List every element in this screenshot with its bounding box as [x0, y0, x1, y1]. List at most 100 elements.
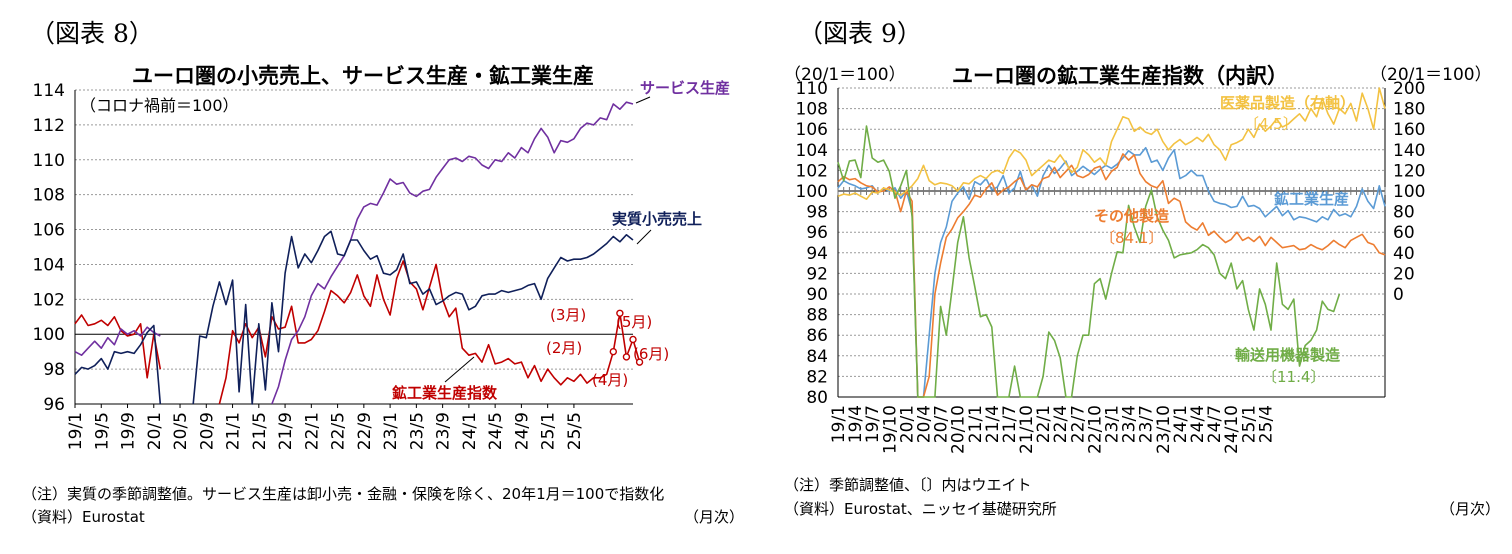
x-tick-label: 23/1 — [1103, 405, 1123, 443]
x-unit: （月次） — [684, 508, 745, 526]
y-tick-label: 104 — [796, 141, 828, 161]
y-tick-label: 102 — [33, 290, 65, 310]
x-tick-label: 20/5 — [171, 412, 191, 450]
x-tick-label: 23/9 — [434, 412, 454, 450]
weight-label: 〔11.4〕 — [1262, 368, 1325, 386]
weight-label: 〔4.5〕 — [1244, 115, 1298, 133]
footnote: （注）実質の季節調整値。サービス生産は卸小売・金融・保険を除く、20年1月＝10… — [22, 485, 665, 503]
series-label: 鉱工業生産指数 — [392, 384, 498, 402]
y-tick-label: 102 — [796, 161, 828, 181]
x-tick-label: 22/1 — [302, 412, 322, 450]
y-tick-label: 80 — [806, 388, 828, 408]
x-tick-label: 24/9 — [512, 412, 532, 450]
x-tick-label: 19/1 — [66, 412, 86, 450]
x-tick-label: 22/10 — [1085, 405, 1105, 454]
y-tick-label: 94 — [806, 244, 828, 264]
data-point-marker — [609, 347, 618, 356]
x-tick-label: 22/9 — [355, 412, 375, 450]
y-tick-label: 96 — [806, 223, 828, 243]
series-label: 輸送用機器製造 — [1235, 346, 1340, 364]
series-line — [74, 260, 641, 405]
y-tick-label: 108 — [796, 100, 828, 120]
series-label: 医薬品製造（右軸） — [1220, 94, 1355, 112]
y2-tick-label: 0 — [1393, 285, 1404, 305]
x-tick-label: 21/7 — [1000, 405, 1020, 443]
series-line — [74, 230, 634, 405]
y-tick-label: 86 — [806, 326, 828, 346]
y2-tick-label: 60 — [1393, 223, 1415, 243]
annotation-label: (2月) — [546, 339, 582, 357]
series-label: 鉱工業生産 — [1274, 190, 1349, 208]
y-tick-label: 104 — [33, 255, 65, 275]
x-tick-label: 24/4 — [1188, 405, 1208, 443]
annotation-label: (6月) — [633, 345, 669, 363]
y-tick-label: 110 — [796, 79, 828, 99]
x-tick-label: 19/4 — [846, 405, 866, 443]
x-tick-label: 23/4 — [1120, 405, 1140, 443]
series-lines — [837, 87, 1386, 398]
y2-tick-label: 180 — [1393, 100, 1425, 120]
x-tick-label: 19/1 — [829, 405, 849, 443]
chart-panel-8: （図表 8） ユーロ圏の小売売上、サービス生産・鉱工業生産 96 98 100 102… — [22, 19, 745, 526]
y-tick-label: 112 — [33, 116, 65, 136]
y-tick-label: 114 — [33, 81, 65, 101]
x-tick-label: 25/4 — [1256, 405, 1276, 443]
y2-tick-label: 40 — [1393, 244, 1415, 264]
y-tick-label: 84 — [806, 347, 828, 367]
x-tick-label: 20/1 — [145, 412, 165, 450]
leader-line — [444, 356, 475, 383]
data-point-marker — [635, 358, 644, 366]
x-tick-label: 23/7 — [1137, 405, 1157, 443]
series-label: サービス生産 — [640, 79, 730, 97]
x-tick-label: 23/5 — [407, 412, 427, 450]
y2-tick-label: 20 — [1393, 264, 1415, 284]
x-tick-label: 24/10 — [1222, 405, 1242, 454]
figure-label: （図表 8） — [30, 19, 154, 48]
series-line — [74, 101, 634, 405]
series-line — [837, 146, 1386, 398]
x-tick-label: 21/10 — [1017, 405, 1037, 454]
y-tick-label: 108 — [33, 186, 65, 206]
chart-title: ユーロ圏の小売売上、サービス生産・鉱工業生産 — [132, 64, 594, 88]
figure-label: （図表 9） — [798, 19, 922, 48]
y-tick-label: 88 — [806, 306, 828, 326]
y-tick-label: 106 — [33, 221, 65, 241]
x-tick-label: 24/1 — [460, 412, 480, 450]
y-tick-label: 82 — [806, 367, 828, 387]
weight-label: 〔84.1〕 — [1100, 229, 1163, 247]
x-tick-label: 20/7 — [932, 405, 952, 443]
x-tick-label: 19/5 — [92, 412, 112, 450]
chart-title: ユーロ圏の鉱工業生産指数（内訳） — [952, 64, 1288, 88]
x-tick-label: 20/10 — [949, 405, 969, 454]
x-tick-label: 25/1 — [1239, 405, 1259, 443]
x-tick-label: 24/7 — [1205, 405, 1225, 443]
y-tick-label: 106 — [796, 120, 828, 140]
y-tick-label: 110 — [33, 151, 65, 171]
source: （資料）Eurostat — [22, 508, 145, 526]
y2-tick-label: 100 — [1393, 182, 1425, 202]
data-point-marker — [629, 335, 637, 344]
chart-panel-9: （図表 9） ユーロ圏の鉱工業生産指数（内訳） （20/1＝100） （20/1… — [760, 0, 1512, 554]
x-tick-label: 21/9 — [276, 412, 296, 450]
x-tick-label: 25/1 — [539, 412, 559, 450]
inset-note: （コロナ禍前＝100） — [80, 96, 239, 115]
x-tick-label: 21/1 — [966, 405, 986, 443]
y2-tick-label: 160 — [1393, 120, 1425, 140]
x-tick-label: 25/5 — [565, 412, 585, 450]
series-label: 実質小売売上 — [612, 210, 702, 228]
baseline — [74, 90, 633, 408]
x-tick-label: 20/4 — [914, 405, 934, 443]
x-tick-label: 19/9 — [119, 412, 139, 450]
x-tick-label: 23/1 — [381, 412, 401, 450]
leader-line — [636, 229, 652, 245]
y2-tick-label: 80 — [1393, 203, 1415, 223]
x-tick-label: 22/1 — [1034, 405, 1054, 443]
y-tick-label: 98 — [43, 360, 65, 380]
y-tick-labels: 8082848688909294969810010210410610811002… — [796, 79, 1426, 408]
annotation-label: (5月) — [616, 313, 652, 331]
y2-tick-label: 140 — [1393, 141, 1425, 161]
series-line — [837, 87, 1386, 200]
x-tick-label: 24/5 — [486, 412, 506, 450]
